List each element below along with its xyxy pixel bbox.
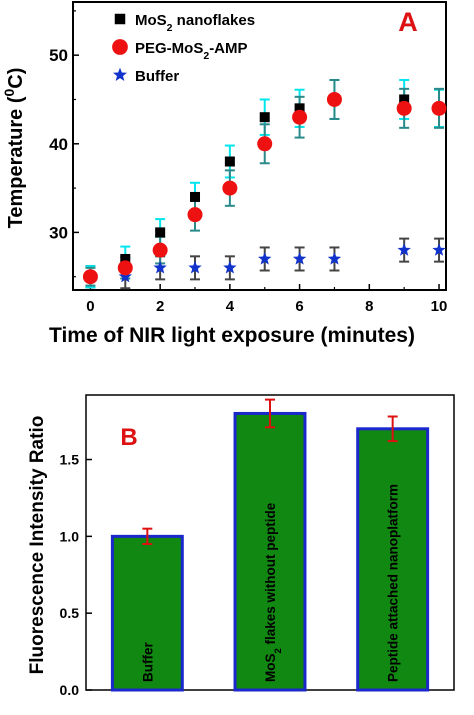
y-tick-label: 1.0 [60,528,80,544]
circle-marker [112,39,128,55]
star-marker [118,269,132,283]
star-marker [113,67,127,81]
panel-b-chart: 0.0 0.5 1.0 1.5 Fluorescence Intensity Ratio… [27,394,455,698]
square-marker [155,227,166,238]
square-marker [294,103,305,114]
bar-label: MoS2 flakes without peptide [263,502,284,682]
y-tick-label: 0.5 [60,605,80,621]
x-tick-label: 10 [431,298,448,315]
panel-a-chart: 0 2 4 6 8 10 30 40 50 Time of NIR light exposure … [1,1,448,347]
circle-marker [431,100,447,116]
star-marker [153,260,167,274]
legend-entry: PEG-MoS2-AMP [135,40,248,62]
bar-label: Peptide attached nanoplatform [386,484,401,682]
square-marker [120,253,131,264]
panel-label-b: B [120,424,137,451]
square-marker [399,94,410,105]
y-tick-label: 0.0 [60,682,80,698]
x-tick-label: 6 [295,298,303,315]
star-marker [327,251,342,265]
square-marker [114,13,126,25]
legend-entry: Buffer [135,68,179,85]
y-tick-label: 40 [49,135,68,154]
star-marker [292,251,307,265]
circle-marker [82,269,98,285]
x-tick-label: 0 [86,298,94,315]
y-tick-label: 1.5 [60,452,80,468]
star-marker [188,260,202,274]
circle-marker [152,242,168,258]
bar [110,534,184,692]
y-axis-label: Fluorescence Intensity Ratio [27,416,48,675]
legend-entry: MoS2 nanoflakes [135,12,255,34]
square-marker [259,112,270,123]
circle-marker [396,100,412,116]
y-axis-label: Temperature (0C) [1,68,27,229]
star-marker [223,260,237,274]
y-tick-label: 50 [49,46,68,65]
star-marker [397,243,411,256]
panel-label-a: A [398,7,418,37]
x-tick-label: 4 [226,298,235,315]
star-marker [432,243,446,256]
square-marker [190,191,201,202]
circle-marker [326,91,342,107]
bar-label: Buffer [140,642,155,682]
circle-marker [222,180,238,196]
circle-marker [292,109,308,125]
panel-a-frame [72,1,447,291]
square-marker [224,156,235,167]
x-tick-label: 8 [365,298,373,315]
circle-marker [187,207,203,223]
bar [233,411,307,692]
legend: MoS2 nanoflakes PEG-MoS2-AMP Buffer [112,12,255,85]
circle-marker [257,136,273,152]
x-axis-label: Time of NIR light exposure (minutes) [49,324,415,347]
circle-marker [117,260,133,276]
star-marker [258,251,272,265]
x-tick-label: 2 [156,298,164,315]
y-tick-label: 30 [49,223,68,242]
